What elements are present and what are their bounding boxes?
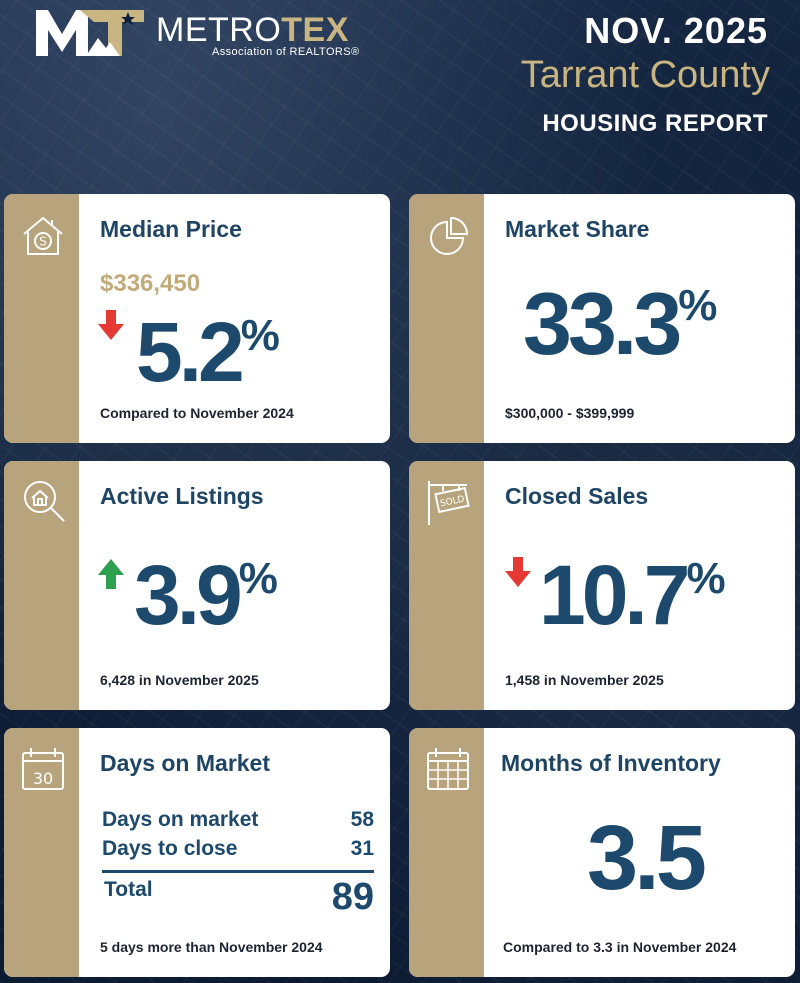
arrow-down-icon	[98, 310, 124, 340]
sold-sign-icon: SOLD	[428, 481, 470, 525]
calendar-30-icon: 30	[22, 748, 64, 790]
share-value: 33.3	[523, 274, 682, 373]
card-footnote: 1,458 in November 2025	[505, 672, 664, 688]
report-title: HOUSING REPORT	[542, 110, 768, 137]
report-county: Tarrant County	[520, 54, 770, 96]
pie-chart-icon	[430, 216, 469, 255]
months-inventory-value: 3.5	[587, 807, 707, 909]
median-price-change: 5.2%	[136, 310, 280, 394]
logo-wordmark: METROTEX	[156, 12, 349, 48]
row-value: 58	[350, 808, 374, 831]
card-footnote: Compared to 3.3 in November 2024	[503, 939, 737, 955]
change-value: 3.9	[134, 548, 243, 642]
percent-sign: %	[240, 311, 280, 360]
card-footnote: 5 days more than November 2024	[100, 939, 323, 955]
arrow-down-icon	[505, 557, 531, 587]
report-date: NOV. 2025	[584, 10, 768, 51]
card-footnote: $300,000 - $399,999	[505, 405, 635, 421]
card-title: Market Share	[505, 216, 650, 242]
magnifier-house-icon	[24, 481, 65, 522]
change-value: 5.2	[136, 305, 245, 399]
arrow-up-icon	[98, 559, 124, 589]
card-title: Median Price	[100, 216, 242, 242]
house-dollar-icon: S	[23, 216, 63, 255]
row-label: Days to close	[102, 837, 238, 860]
card-title: Days on Market	[100, 750, 271, 776]
logo-word-metro: METRO	[156, 11, 282, 49]
card-title: Months of Inventory	[501, 750, 721, 776]
market-share-value: 33.3%	[523, 280, 717, 368]
percent-sign: %	[238, 554, 278, 603]
logo-subtitle: Association of REALTORS®	[212, 46, 360, 58]
row-value: 31	[350, 837, 374, 860]
days-on-market-row: Days on market 58	[102, 808, 374, 832]
logo-word-tex: TEX	[281, 11, 349, 49]
card-accent-strip	[409, 461, 484, 710]
change-value: 10.7	[539, 548, 690, 642]
active-listings-card: Active Listings 3.9% 6,428 in November 2…	[4, 461, 390, 710]
closed-sales-card: SOLD Closed Sales 10.7% 1,458 in Novembe…	[409, 461, 795, 710]
median-price-card: S Median Price $336,450 5.2% Compared to…	[4, 194, 390, 443]
calendar-grid-icon	[427, 748, 469, 790]
card-title: Closed Sales	[505, 483, 649, 509]
total-label: Total	[104, 878, 153, 901]
percent-sign: %	[678, 281, 718, 330]
total-value: 89	[331, 876, 374, 918]
active-listings-change: 3.9%	[134, 553, 278, 637]
card-accent-strip	[4, 728, 79, 977]
card-footnote: 6,428 in November 2025	[100, 672, 259, 688]
market-share-card: Market Share 33.3% $300,000 - $399,999	[409, 194, 795, 443]
svg-text:S: S	[39, 235, 47, 249]
row-label: Days on market	[102, 808, 259, 831]
days-to-close-row: Days to close 31	[102, 837, 374, 861]
card-title: Active Listings	[100, 483, 264, 509]
metrotex-logo: METROTEX Association of REALTORS®	[36, 8, 366, 58]
days-on-market-card: 30 Days on Market Days on market 58 Days…	[4, 728, 390, 977]
mt-logo-mark	[36, 10, 144, 56]
percent-sign: %	[686, 554, 726, 603]
median-price-value: $336,450	[100, 270, 201, 297]
card-footnote: Compared to November 2024	[100, 405, 294, 421]
closed-sales-change: 10.7%	[539, 553, 726, 637]
total-divider	[102, 870, 374, 873]
card-accent-strip	[4, 194, 79, 443]
months-of-inventory-card: Months of Inventory 3.5 Compared to 3.3 …	[409, 728, 795, 977]
calendar-number: 30	[33, 769, 53, 788]
